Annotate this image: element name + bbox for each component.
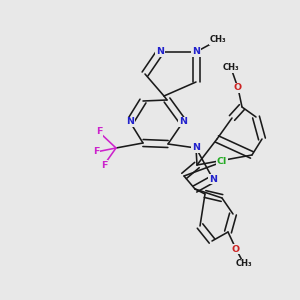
- Text: O: O: [234, 83, 242, 92]
- Text: F: F: [96, 128, 102, 136]
- Text: CH₃: CH₃: [223, 64, 239, 73]
- Text: O: O: [232, 244, 240, 253]
- Text: N: N: [192, 143, 200, 152]
- Text: N: N: [126, 118, 134, 127]
- Text: N: N: [179, 118, 187, 127]
- Text: N: N: [209, 175, 217, 184]
- Text: N: N: [156, 47, 164, 56]
- Text: Cl: Cl: [217, 158, 227, 166]
- Text: F: F: [101, 160, 107, 169]
- Text: N: N: [192, 47, 200, 56]
- Text: CH₃: CH₃: [210, 35, 226, 44]
- Text: F: F: [93, 148, 99, 157]
- Text: CH₃: CH₃: [236, 260, 252, 268]
